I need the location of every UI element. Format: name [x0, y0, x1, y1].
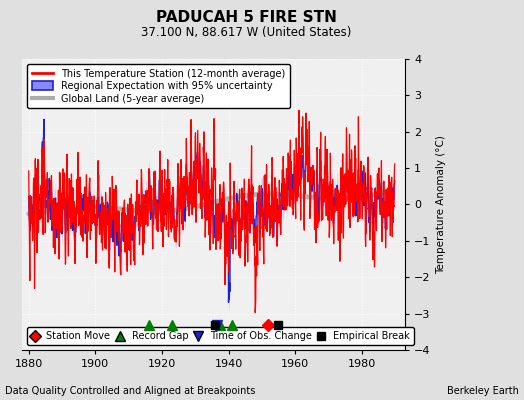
Y-axis label: Temperature Anomaly (°C): Temperature Anomaly (°C) [436, 135, 446, 274]
Text: 37.100 N, 88.617 W (United States): 37.100 N, 88.617 W (United States) [141, 26, 352, 39]
Legend: Station Move, Record Gap, Time of Obs. Change, Empirical Break: Station Move, Record Gap, Time of Obs. C… [27, 327, 413, 345]
Text: Data Quality Controlled and Aligned at Breakpoints: Data Quality Controlled and Aligned at B… [5, 386, 256, 396]
Text: PADUCAH 5 FIRE STN: PADUCAH 5 FIRE STN [156, 10, 337, 25]
Text: Berkeley Earth: Berkeley Earth [447, 386, 519, 396]
